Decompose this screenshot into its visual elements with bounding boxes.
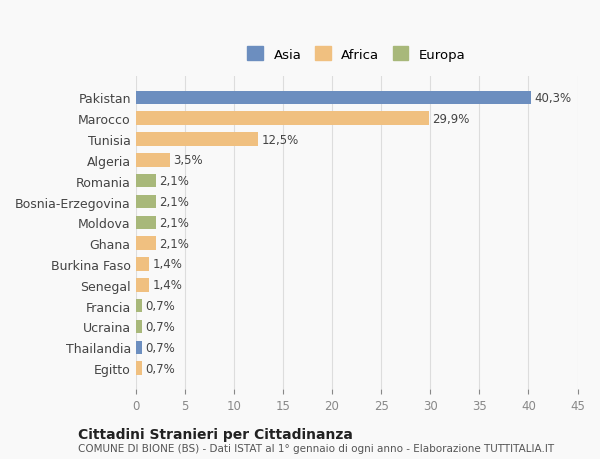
Text: 40,3%: 40,3% [535,92,571,105]
Text: 2,1%: 2,1% [159,175,189,188]
Text: 0,7%: 0,7% [145,341,175,354]
Bar [136,320,142,334]
Bar [136,133,259,146]
Text: 2,1%: 2,1% [159,237,189,250]
Text: 0,7%: 0,7% [145,299,175,313]
Bar [136,154,170,167]
Text: 1,4%: 1,4% [152,279,182,291]
Text: 2,1%: 2,1% [159,196,189,208]
Bar [136,257,149,271]
Bar [136,299,142,313]
Text: 0,7%: 0,7% [145,362,175,375]
Text: 0,7%: 0,7% [145,320,175,333]
Bar [136,237,156,251]
Bar [136,279,149,292]
Text: Cittadini Stranieri per Cittadinanza: Cittadini Stranieri per Cittadinanza [78,427,353,442]
Bar [136,112,429,126]
Text: 12,5%: 12,5% [262,133,299,146]
Bar [136,174,156,188]
Bar [136,341,142,354]
Text: COMUNE DI BIONE (BS) - Dati ISTAT al 1° gennaio di ogni anno - Elaborazione TUTT: COMUNE DI BIONE (BS) - Dati ISTAT al 1° … [78,443,554,453]
Text: 2,1%: 2,1% [159,216,189,230]
Text: 29,9%: 29,9% [432,112,470,125]
Text: 3,5%: 3,5% [173,154,203,167]
Legend: Asia, Africa, Europa: Asia, Africa, Europa [244,43,470,65]
Text: 1,4%: 1,4% [152,258,182,271]
Bar [136,362,142,375]
Bar [136,196,156,209]
Bar [136,216,156,230]
Bar [136,91,532,105]
